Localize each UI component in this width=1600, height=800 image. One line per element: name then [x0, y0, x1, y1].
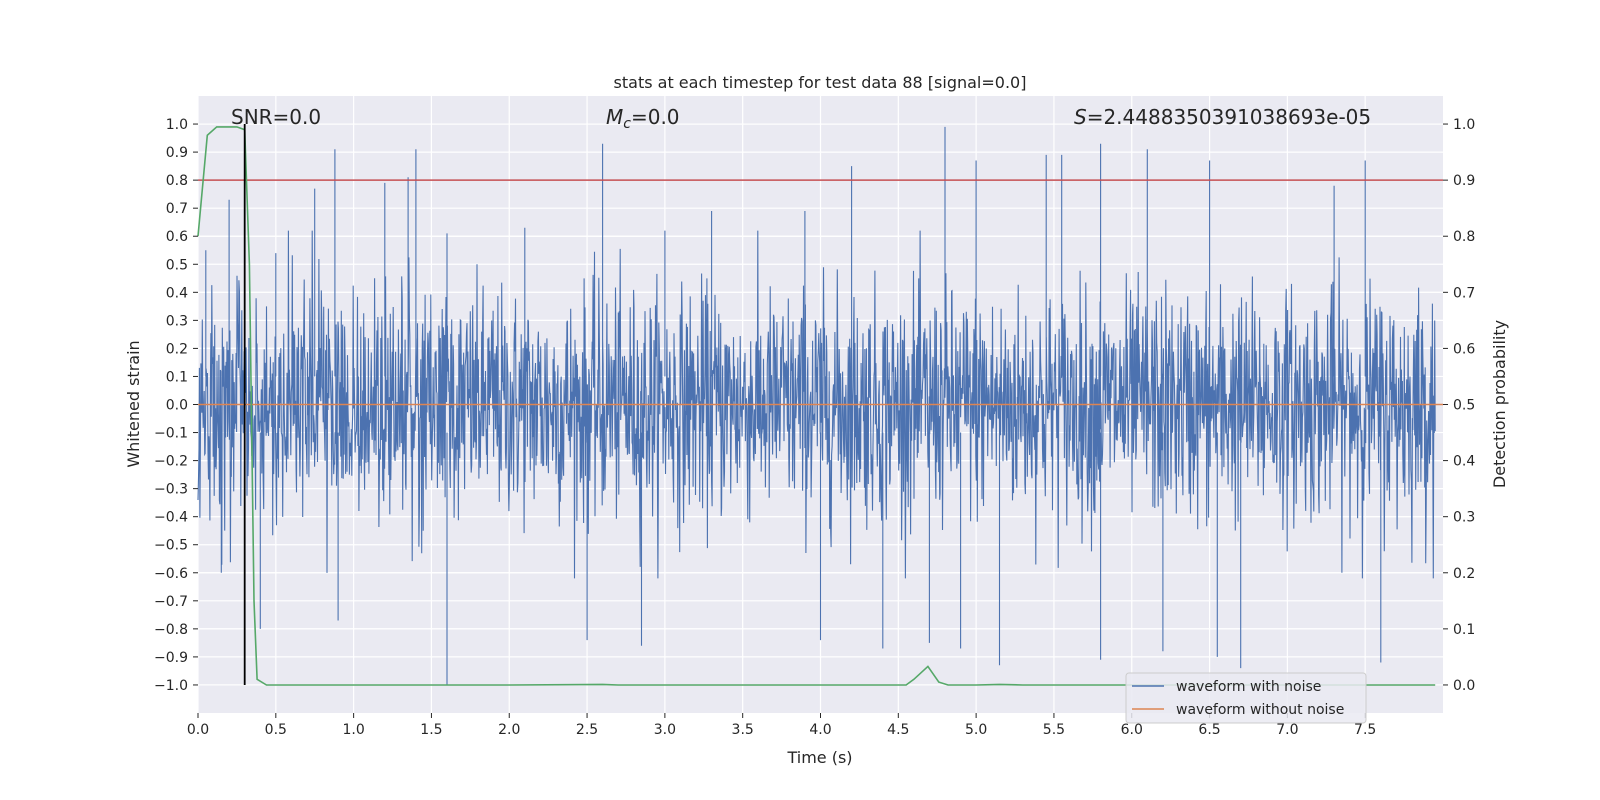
- x-tick-label: 5.5: [1043, 722, 1065, 738]
- y-right-tick-label: 1.0: [1453, 117, 1475, 133]
- y-tick-label: 0.6: [166, 229, 188, 245]
- y-right-tick-label: 0.0: [1453, 678, 1475, 694]
- y-tick-label: 0.7: [166, 201, 188, 217]
- mc-subscript: c: [623, 116, 631, 132]
- mc-value: =0.0: [631, 105, 680, 129]
- series-detection-probability: [197, 126, 1436, 686]
- y-tick-label: −0.6: [154, 566, 188, 582]
- x-axis-label: Time (s): [786, 748, 852, 767]
- y-right-tick-label: 0.9: [1453, 173, 1475, 189]
- y-tick-label: −0.7: [154, 594, 188, 610]
- x-tick-label: 0.5: [265, 722, 287, 738]
- x-tick-label: 2.0: [498, 722, 520, 738]
- y-tick-label: 0.4: [166, 285, 188, 301]
- legend-label-noise: waveform with noise: [1176, 679, 1321, 695]
- mc-symbol: M: [606, 105, 623, 129]
- y-right-tick-label: 0.2: [1453, 566, 1475, 582]
- y-tick-label: −0.2: [154, 454, 188, 470]
- x-tick-label: 2.5: [576, 722, 598, 738]
- y-tick-label: 0.0: [166, 398, 188, 414]
- y-tick-label: −0.9: [154, 650, 188, 666]
- x-tick-label: 1.5: [420, 722, 442, 738]
- y-tick-label: 0.3: [166, 313, 188, 329]
- x-tick-label: 3.0: [654, 722, 676, 738]
- x-tick-label: 7.0: [1276, 722, 1298, 738]
- series-layer: [197, 124, 1443, 686]
- y-tick-label: −0.1: [154, 426, 188, 442]
- y-right-tick-label: 0.7: [1453, 285, 1475, 301]
- s-value: =2.4488350391038693e-05: [1087, 105, 1371, 129]
- x-tick-label: 5.0: [965, 722, 987, 738]
- legend-label-clean: waveform without noise: [1176, 702, 1344, 718]
- y-axis-label: Whitened strain: [124, 340, 143, 467]
- x-tick-label: 4.0: [809, 722, 831, 738]
- y-tick-label: 0.9: [166, 145, 188, 161]
- y-axis-right-label: Detection probability: [1490, 320, 1509, 488]
- snr-annotation: SNR=0.0: [231, 105, 321, 129]
- y-right-tick-label: 0.8: [1453, 229, 1475, 245]
- legend: waveform with noise waveform without noi…: [1125, 672, 1367, 724]
- y-tick-label: 0.1: [166, 369, 188, 385]
- y-tick-label: 0.2: [166, 341, 188, 357]
- s-annotation: S=2.4488350391038693e-05: [1074, 105, 1371, 129]
- series-waveform-with-noise: [197, 126, 1436, 685]
- y-right-tick-label: 0.5: [1453, 398, 1475, 414]
- y-tick-label: −0.8: [154, 622, 188, 638]
- y-tick-label: −0.3: [154, 482, 188, 498]
- y-tick-label: 1.0: [166, 117, 188, 133]
- y-tick-label: −0.4: [154, 510, 188, 526]
- y-right-tick-label: 0.6: [1453, 341, 1475, 357]
- x-tick-label: 7.5: [1354, 722, 1376, 738]
- y-right-tick-label: 0.3: [1453, 510, 1475, 526]
- mc-annotation: Mc=0.0: [606, 105, 680, 132]
- x-tick-label: 1.0: [342, 722, 364, 738]
- y-right-tick-label: 0.1: [1453, 622, 1475, 638]
- x-tick-label: 4.5: [887, 722, 909, 738]
- x-tick-label: 0.0: [187, 722, 209, 738]
- legend-box: [1125, 672, 1367, 724]
- y-tick-label: 0.5: [166, 257, 188, 273]
- axes-layer: 0.0 0.5 1.0 1.5 2.0 2.5 3.0 3.5 4.0 4.5 5.0 5.5 6.0 6…: [154, 117, 1475, 738]
- x-tick-label: 3.5: [732, 722, 754, 738]
- x-tick-label: 6.0: [1121, 722, 1143, 738]
- chart-title: stats at each timestep for test data 88 …: [614, 73, 1027, 92]
- x-tick-label: 6.5: [1198, 722, 1220, 738]
- y-right-tick-label: 0.4: [1453, 454, 1475, 470]
- y-tick-label: −0.5: [154, 538, 188, 554]
- y-tick-label: 0.8: [166, 173, 188, 189]
- y-tick-label: −1.0: [154, 678, 188, 694]
- s-symbol: S: [1074, 105, 1087, 129]
